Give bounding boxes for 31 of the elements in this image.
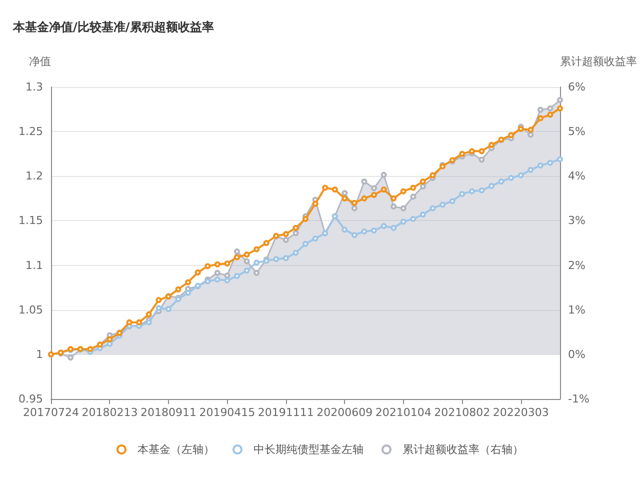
y2-axis-title: 累计超额收益率 — [560, 55, 637, 68]
x-tick-label: 20190415 — [199, 406, 256, 419]
y2-tick-label: 2% — [568, 258, 586, 272]
y2-tick-label: 3% — [568, 214, 586, 228]
y-axis-title: 净值 — [29, 55, 51, 68]
x-tick-label: 20180213 — [82, 406, 138, 419]
y2-tick-label: -1% — [568, 392, 590, 406]
legend-label: 累计超额收益率（右轴） — [402, 443, 524, 456]
chart-title: 本基金净值/比较基准/累积超额收益率 — [12, 20, 214, 34]
x-tick-label: 20191111 — [258, 406, 314, 419]
legend-label: 中长期纯债型基金左轴 — [254, 443, 364, 456]
x-tick-label: 20180911 — [140, 406, 196, 419]
x-tick-label: 20210104 — [375, 406, 432, 419]
y-tick-label: 0.95 — [18, 392, 43, 406]
y2-tick-label: 6% — [568, 80, 586, 94]
y-tick-label: 1 — [36, 348, 43, 361]
legend-label: 本基金（左轴） — [138, 443, 214, 456]
x-tick-label: 20210802 — [434, 406, 490, 419]
y-tick-label: 1.25 — [18, 125, 43, 138]
y2-tick-label: 1% — [568, 303, 586, 316]
y-tick-label: 1.2 — [26, 170, 43, 183]
y-tick-label: 1.05 — [18, 303, 43, 316]
x-tick-label: 20220303 — [492, 406, 549, 419]
y2-tick-label: 5% — [568, 125, 586, 138]
x-tick-label: 20200609 — [316, 406, 373, 419]
x-tick-label: 20170724 — [23, 406, 79, 419]
y2-tick-label: 0% — [568, 348, 586, 361]
y-tick-label: 1.15 — [18, 214, 43, 228]
y2-tick-label: 4% — [568, 170, 586, 183]
y-tick-label: 1.1 — [26, 258, 43, 272]
y-tick-label: 1.3 — [26, 80, 43, 94]
